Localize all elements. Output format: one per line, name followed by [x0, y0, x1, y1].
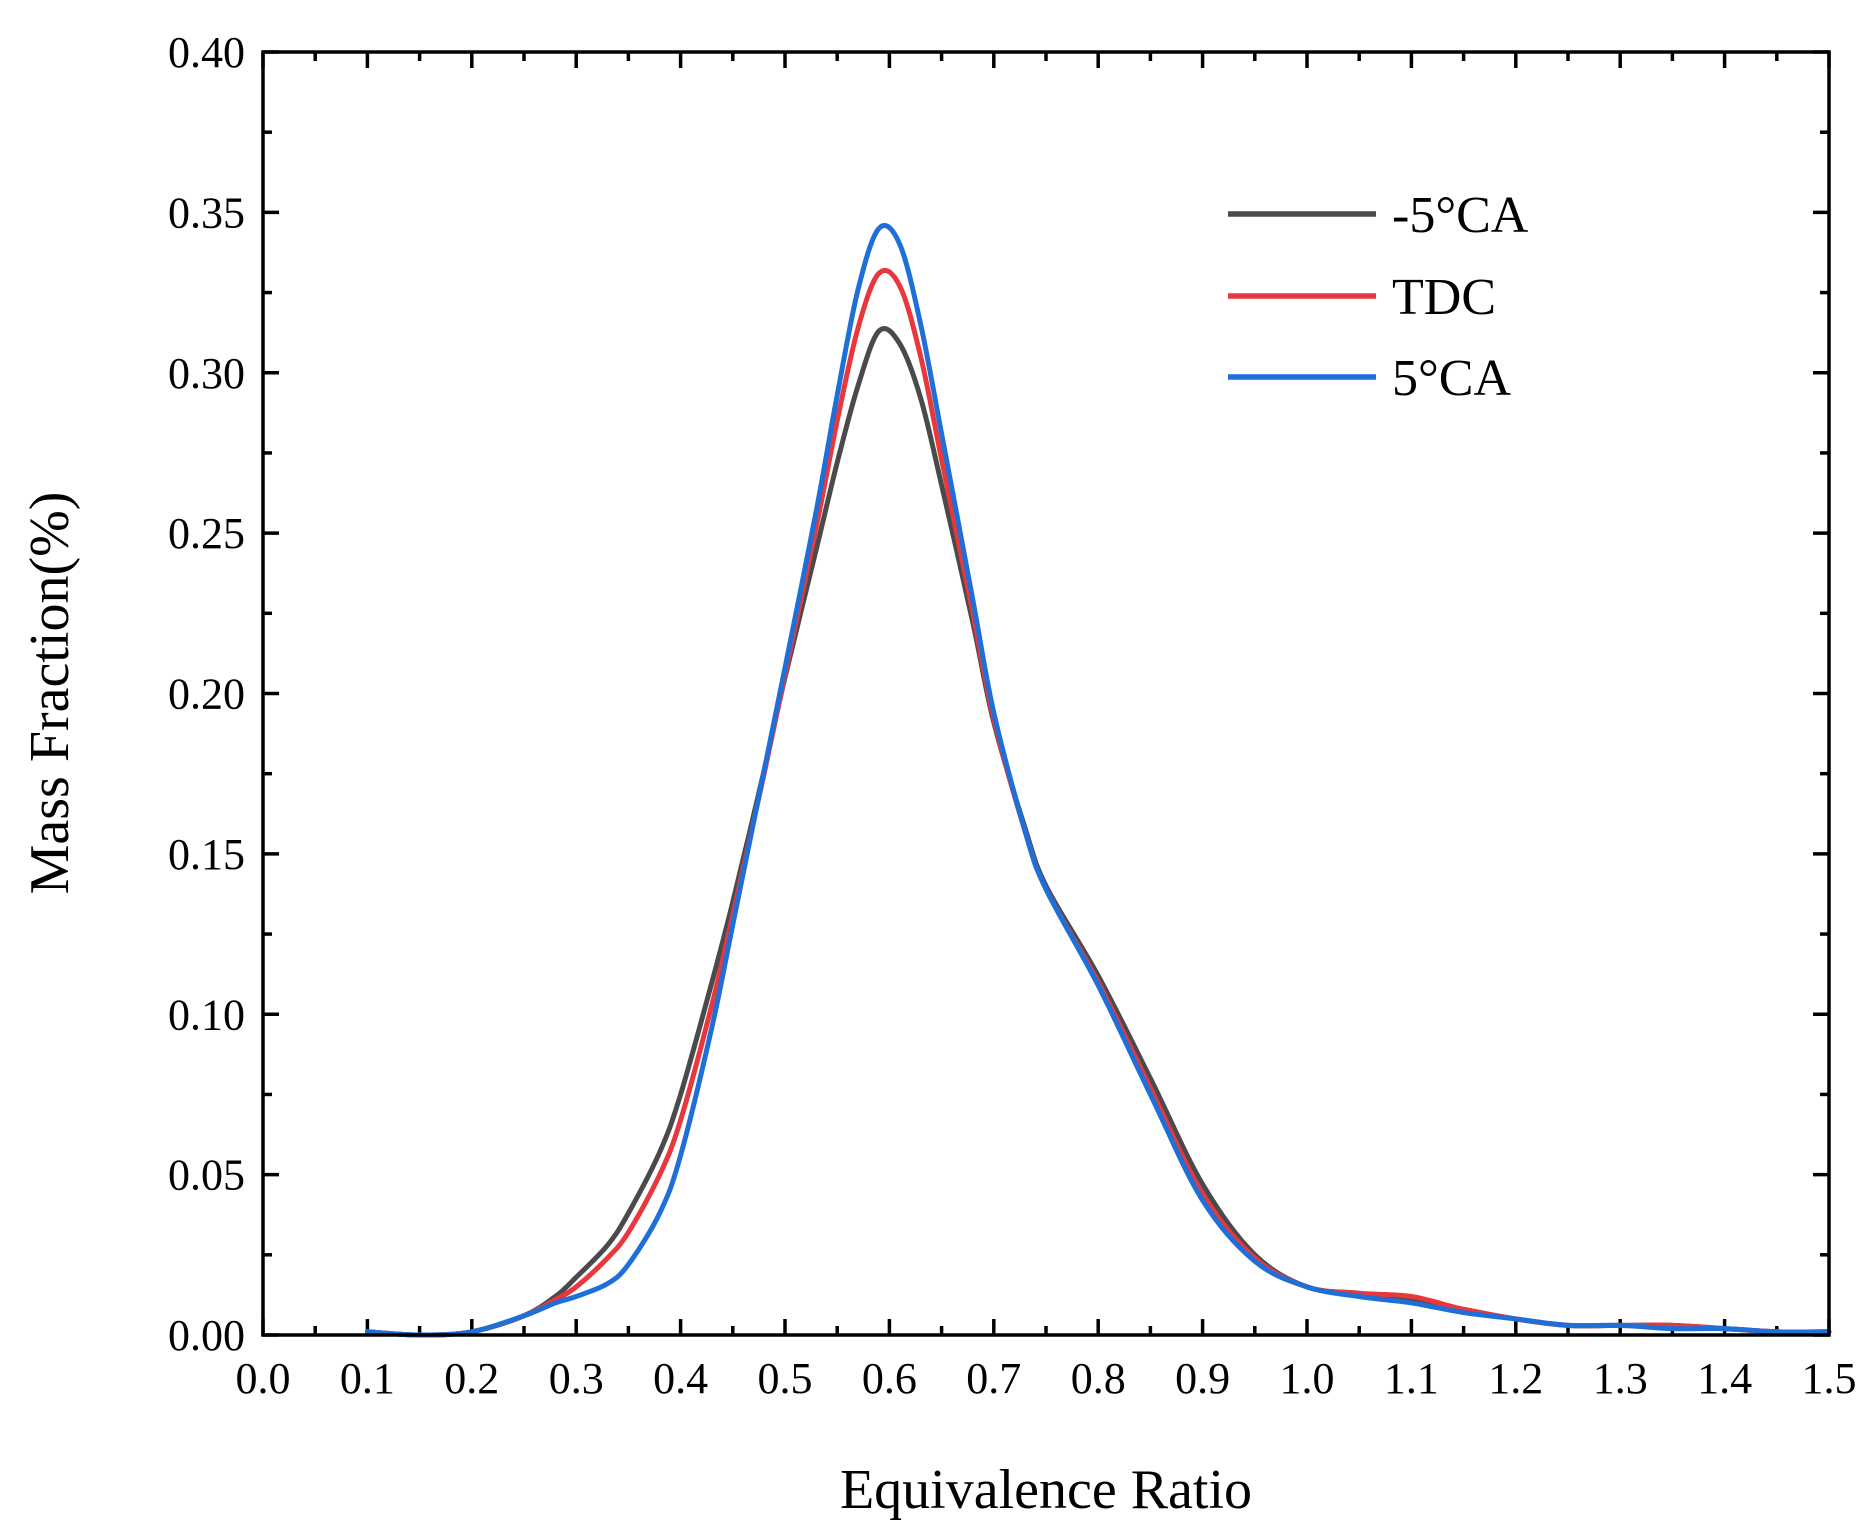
- series-line-1: [364, 267, 1832, 1338]
- x-axis-label: Equivalence Ratio: [840, 1459, 1252, 1521]
- x-tick-label: 0.2: [444, 1354, 499, 1403]
- legend-label-1: TDC: [1392, 269, 1496, 326]
- y-tick-label: 0.15: [168, 830, 245, 879]
- x-tick-label: 0.6: [862, 1354, 917, 1403]
- plot-frame: [261, 50, 1831, 1337]
- x-tick-label: 0.3: [549, 1354, 604, 1403]
- y-tick-label: 0.05: [168, 1151, 245, 1200]
- axis-ticks: [261, 50, 1831, 1337]
- legend-label-0: -5°CA: [1392, 187, 1529, 244]
- x-tick-label: 0.7: [966, 1354, 1021, 1403]
- x-tick-labels: 0.0 0.1 0.2 0.3 0.4 0.5 0.6 0.7 0.8 0.9 1.0 1.1 1.2 1…: [236, 1354, 1857, 1403]
- x-tick-label: 0.9: [1175, 1354, 1230, 1403]
- legend: -5°CA TDC 5°CA: [1228, 187, 1529, 407]
- y-tick-label: 0.30: [168, 349, 245, 398]
- y-tick-label: 0.10: [168, 990, 245, 1039]
- y-tick-label: 0.40: [168, 28, 245, 77]
- y-tick-label: 0.20: [168, 670, 245, 719]
- series-line-0: [364, 326, 1832, 1338]
- x-tick-label: 1.1: [1384, 1354, 1439, 1403]
- y-tick-label: 0.35: [168, 188, 245, 237]
- y-axis-label: Mass Fraction(%): [19, 492, 81, 895]
- legend-label-2: 5°CA: [1392, 350, 1511, 407]
- plot-series: [364, 223, 1832, 1338]
- x-tick-label: 0.1: [340, 1354, 395, 1403]
- y-tick-label: 0.00: [168, 1311, 245, 1360]
- x-tick-label: 1.0: [1280, 1354, 1335, 1403]
- y-tick-label: 0.25: [168, 509, 245, 558]
- x-tick-label: 1.3: [1593, 1354, 1648, 1403]
- x-tick-label: 0.5: [758, 1354, 813, 1403]
- y-tick-labels: 0.00 0.05 0.10 0.15 0.20 0.25 0.30 0.35 0.40: [168, 28, 245, 1360]
- x-tick-label: 1.4: [1697, 1354, 1752, 1403]
- x-tick-label: 0.0: [236, 1354, 291, 1403]
- x-tick-label: 0.4: [653, 1354, 708, 1403]
- x-tick-label: 1.5: [1802, 1354, 1857, 1403]
- x-tick-label: 0.8: [1071, 1354, 1126, 1403]
- series-line-2: [364, 223, 1832, 1338]
- x-tick-label: 1.2: [1488, 1354, 1543, 1403]
